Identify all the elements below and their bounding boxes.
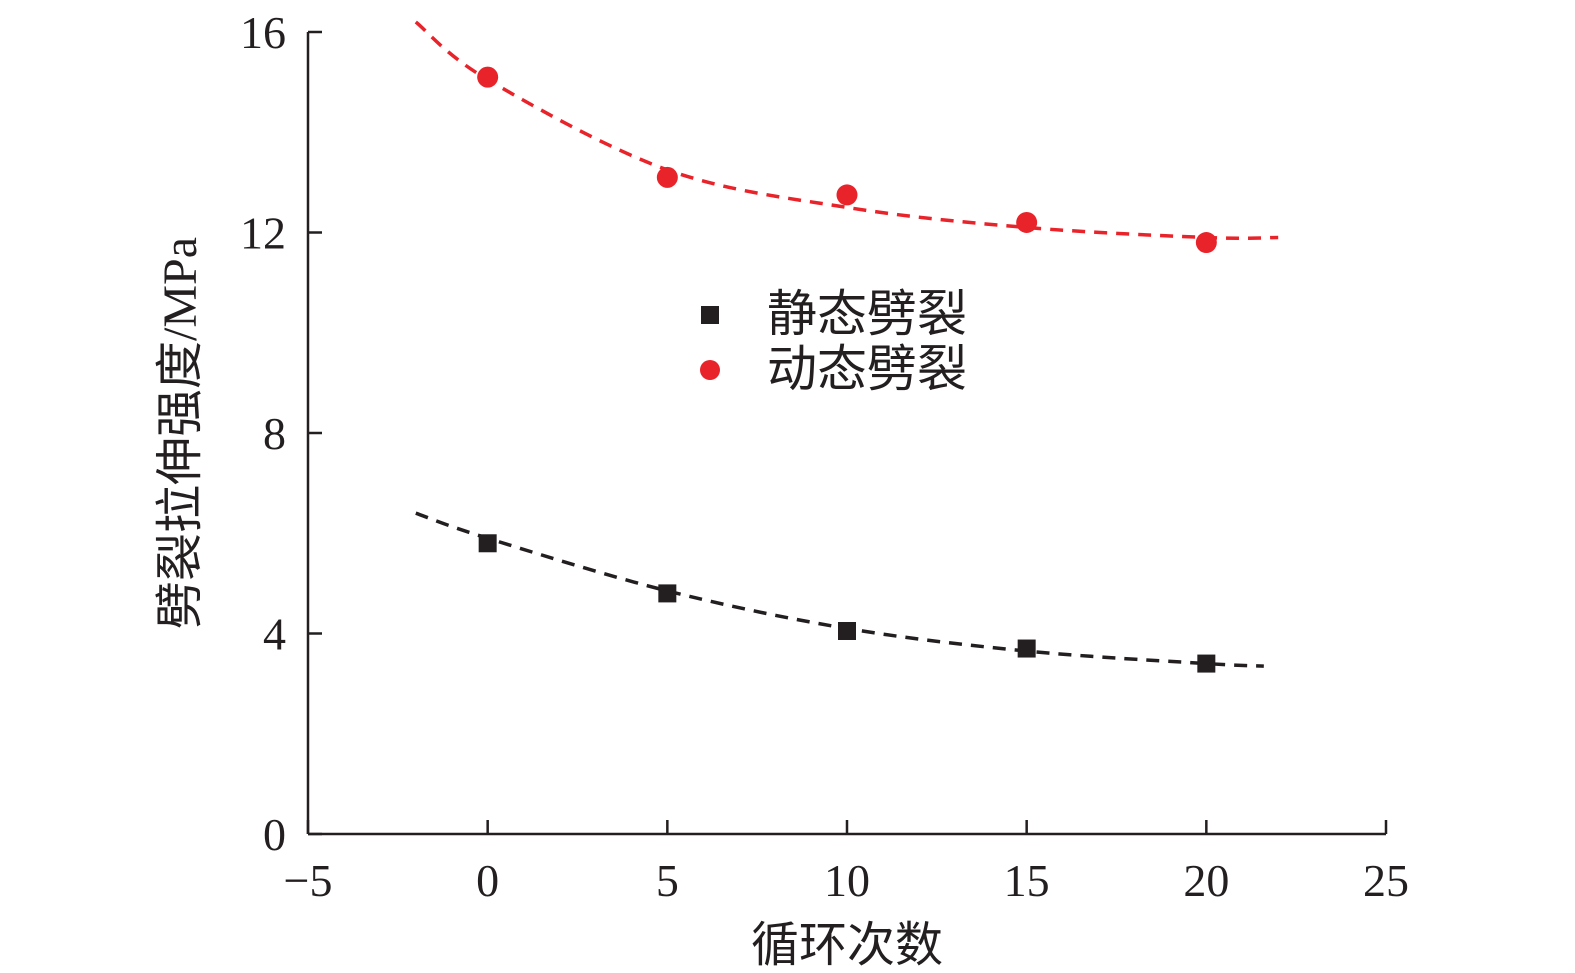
y-tick-label: 16 — [240, 7, 286, 58]
x-ticks: −5 0 5 10 15 20 25 — [284, 820, 1409, 906]
point-dynamic — [1016, 211, 1038, 233]
x-tick-label: −5 — [284, 855, 333, 906]
data-points — [477, 66, 1217, 673]
x-tick-label: 20 — [1183, 855, 1229, 906]
legend-marker-dynamic — [700, 360, 720, 380]
point-static — [1197, 654, 1216, 673]
legend-label-static: 静态劈裂 — [767, 286, 967, 342]
point-static — [658, 584, 677, 603]
legend-marker-static — [701, 306, 719, 324]
x-tick-label: 10 — [824, 855, 870, 906]
point-static — [838, 621, 856, 640]
point-dynamic — [1195, 232, 1217, 254]
x-axis-title: 循环次数 — [751, 919, 943, 972]
legend-label-dynamic: 动态劈裂 — [767, 341, 967, 397]
point-static — [478, 534, 497, 553]
point-dynamic — [656, 166, 678, 188]
y-tick-label: 0 — [263, 809, 286, 860]
x-tick-label: 0 — [476, 855, 499, 906]
x-tick-label: 25 — [1363, 855, 1409, 906]
fit-line-dynamic — [414, 20, 1279, 241]
x-tick-label: 15 — [1004, 855, 1050, 906]
plot-area — [414, 20, 1279, 673]
x-tick-label: 5 — [656, 855, 679, 906]
point-dynamic — [836, 184, 858, 206]
point-dynamic — [477, 66, 499, 88]
y-axis-title: 劈裂拉伸强度/MPa — [154, 237, 207, 629]
y-ticks: 0 4 8 12 16 — [240, 7, 322, 860]
fit-line-static — [415, 511, 1264, 668]
y-tick-label: 8 — [263, 408, 286, 459]
y-tick-label: 4 — [263, 609, 286, 660]
y-tick-label: 12 — [240, 208, 286, 259]
point-static — [1017, 639, 1036, 658]
legend: 静态劈裂 动态劈裂 — [700, 286, 967, 397]
